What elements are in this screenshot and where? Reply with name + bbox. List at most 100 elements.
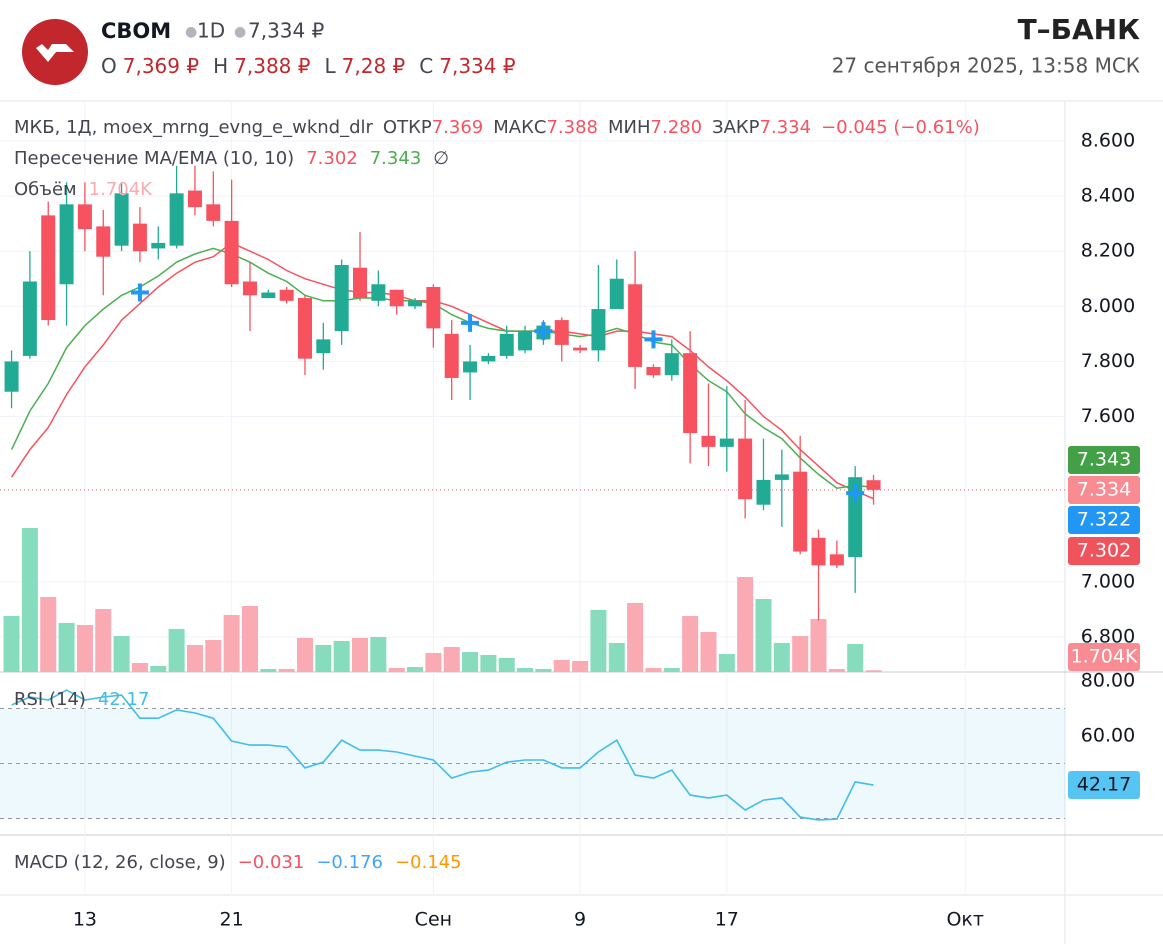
field-value: 7.280	[651, 117, 703, 138]
candle-body	[353, 267, 368, 299]
candle-body	[22, 281, 37, 356]
legend-macd: MACD (12, 26, close, 9) −0.031 −0.176 −0.14…	[14, 852, 462, 873]
candle-body	[829, 554, 844, 566]
candle-body	[206, 204, 221, 221]
volume-bar	[480, 655, 497, 672]
cross-marker	[644, 330, 663, 349]
x-tick-label: 21	[220, 909, 244, 931]
ohlc-value: 7,388 ₽	[234, 54, 311, 78]
legend-indicator: Пересечение MA/EMA (10, 10) 7.302 7.343 ∅	[14, 148, 449, 169]
volume-bar	[773, 643, 790, 672]
volume-bar	[21, 528, 38, 672]
indicator-value: 7.343	[370, 148, 422, 169]
ohlc-value: 7,28 ₽	[342, 54, 406, 78]
y-tick-label: 6.800	[1081, 626, 1135, 648]
candle-body	[628, 284, 643, 367]
volume-title: Объём	[14, 179, 77, 200]
legend-main: МКБ, 1Д, moex_mrng_evng_e_wknd_dlr ОТКР7.…	[14, 117, 980, 138]
field-name: МИН	[608, 117, 651, 138]
volume-bar	[627, 603, 644, 672]
ticker: CBOM	[101, 19, 171, 43]
candle-body	[518, 331, 533, 351]
volume-bar	[663, 668, 680, 672]
candle-body	[701, 435, 716, 447]
candle-body	[848, 477, 863, 558]
volume-bar	[682, 616, 699, 672]
volume-bar	[333, 641, 350, 672]
brand: Т–БАНК	[1018, 13, 1141, 46]
dot: ●	[185, 24, 197, 40]
candle-body	[132, 223, 147, 252]
candle-body	[426, 287, 441, 329]
interval: 1D	[197, 19, 225, 43]
volume-bar	[517, 668, 534, 672]
candle-body	[756, 479, 771, 505]
volume-bar	[76, 625, 93, 672]
indicator-symbol: ∅	[433, 148, 449, 169]
candle-body	[683, 353, 698, 434]
volume-bar	[462, 652, 479, 672]
rsi-value: 42.17	[98, 689, 150, 710]
volume-bar	[205, 640, 222, 672]
volume-bar	[370, 637, 387, 672]
ohlc-label: O	[101, 54, 117, 78]
y-tick-label: 80.00	[1081, 670, 1135, 692]
volume-bar	[792, 636, 809, 672]
candle-body	[738, 438, 753, 500]
volume-bar	[150, 666, 167, 672]
candle-body	[316, 339, 331, 354]
volume-bar	[95, 609, 112, 672]
field-value: 7.369	[432, 117, 484, 138]
ema-tag-bg	[1068, 446, 1140, 474]
x-tick-label: 13	[73, 909, 97, 931]
volume-bar	[645, 668, 662, 672]
volume-bar	[572, 661, 589, 672]
ma-tag-bg	[1068, 537, 1140, 565]
x-tick-label: 9	[574, 909, 586, 931]
cross-marker	[534, 322, 553, 341]
ema-tag: 7.343	[1077, 449, 1131, 471]
ohlc: O 7,369 ₽ H 7,388 ₽ L 7,28 ₽ C 7,334 ₽	[101, 54, 516, 78]
volume-bar	[296, 638, 313, 672]
candle-body	[811, 537, 826, 566]
close-tag-bg	[1068, 476, 1140, 504]
volume-bar	[718, 654, 735, 672]
volume-bar	[40, 597, 57, 672]
y-tick-label: 7.000	[1081, 570, 1135, 592]
candle-body	[4, 361, 19, 392]
candle-body	[719, 438, 734, 447]
volume-bar	[535, 669, 552, 672]
volume-bar	[700, 632, 717, 672]
candle-body	[187, 190, 202, 208]
candle-body	[499, 333, 514, 356]
candle-body	[444, 333, 459, 378]
candle-body	[463, 361, 478, 373]
candle-body	[408, 300, 423, 307]
macd-value: −0.031	[238, 852, 305, 873]
macd-value: −0.145	[395, 852, 462, 873]
dot: ●	[234, 24, 246, 40]
indicator-title: Пересечение MA/EMA (10, 10)	[14, 148, 294, 169]
legend-volume: Объём 1.704K	[14, 179, 153, 200]
price: 7,334 ₽	[248, 19, 325, 43]
y-tick-label: 8.400	[1081, 185, 1135, 207]
macd-value: −0.176	[316, 852, 383, 873]
volume-bar	[553, 660, 570, 672]
volume-bar	[755, 599, 772, 672]
ohlc-value: 7,334 ₽	[439, 54, 516, 78]
volume-bar	[113, 636, 130, 672]
cross-tag-bg	[1068, 506, 1140, 534]
candle-body	[554, 320, 569, 345]
y-tick-label: 8.200	[1081, 240, 1135, 262]
candle-body	[481, 355, 496, 362]
candle-body	[114, 193, 129, 246]
ma-line	[10, 247, 874, 489]
field-name: ЗАКР	[712, 117, 760, 138]
x-tick-label: Окт	[946, 909, 984, 931]
x-tick-label: Сен	[415, 909, 452, 931]
candle-body	[664, 353, 679, 376]
y-tick-label: 7.600	[1081, 405, 1135, 427]
volume-bar	[608, 643, 625, 672]
candle-body	[261, 292, 276, 299]
candle-body	[371, 284, 386, 301]
